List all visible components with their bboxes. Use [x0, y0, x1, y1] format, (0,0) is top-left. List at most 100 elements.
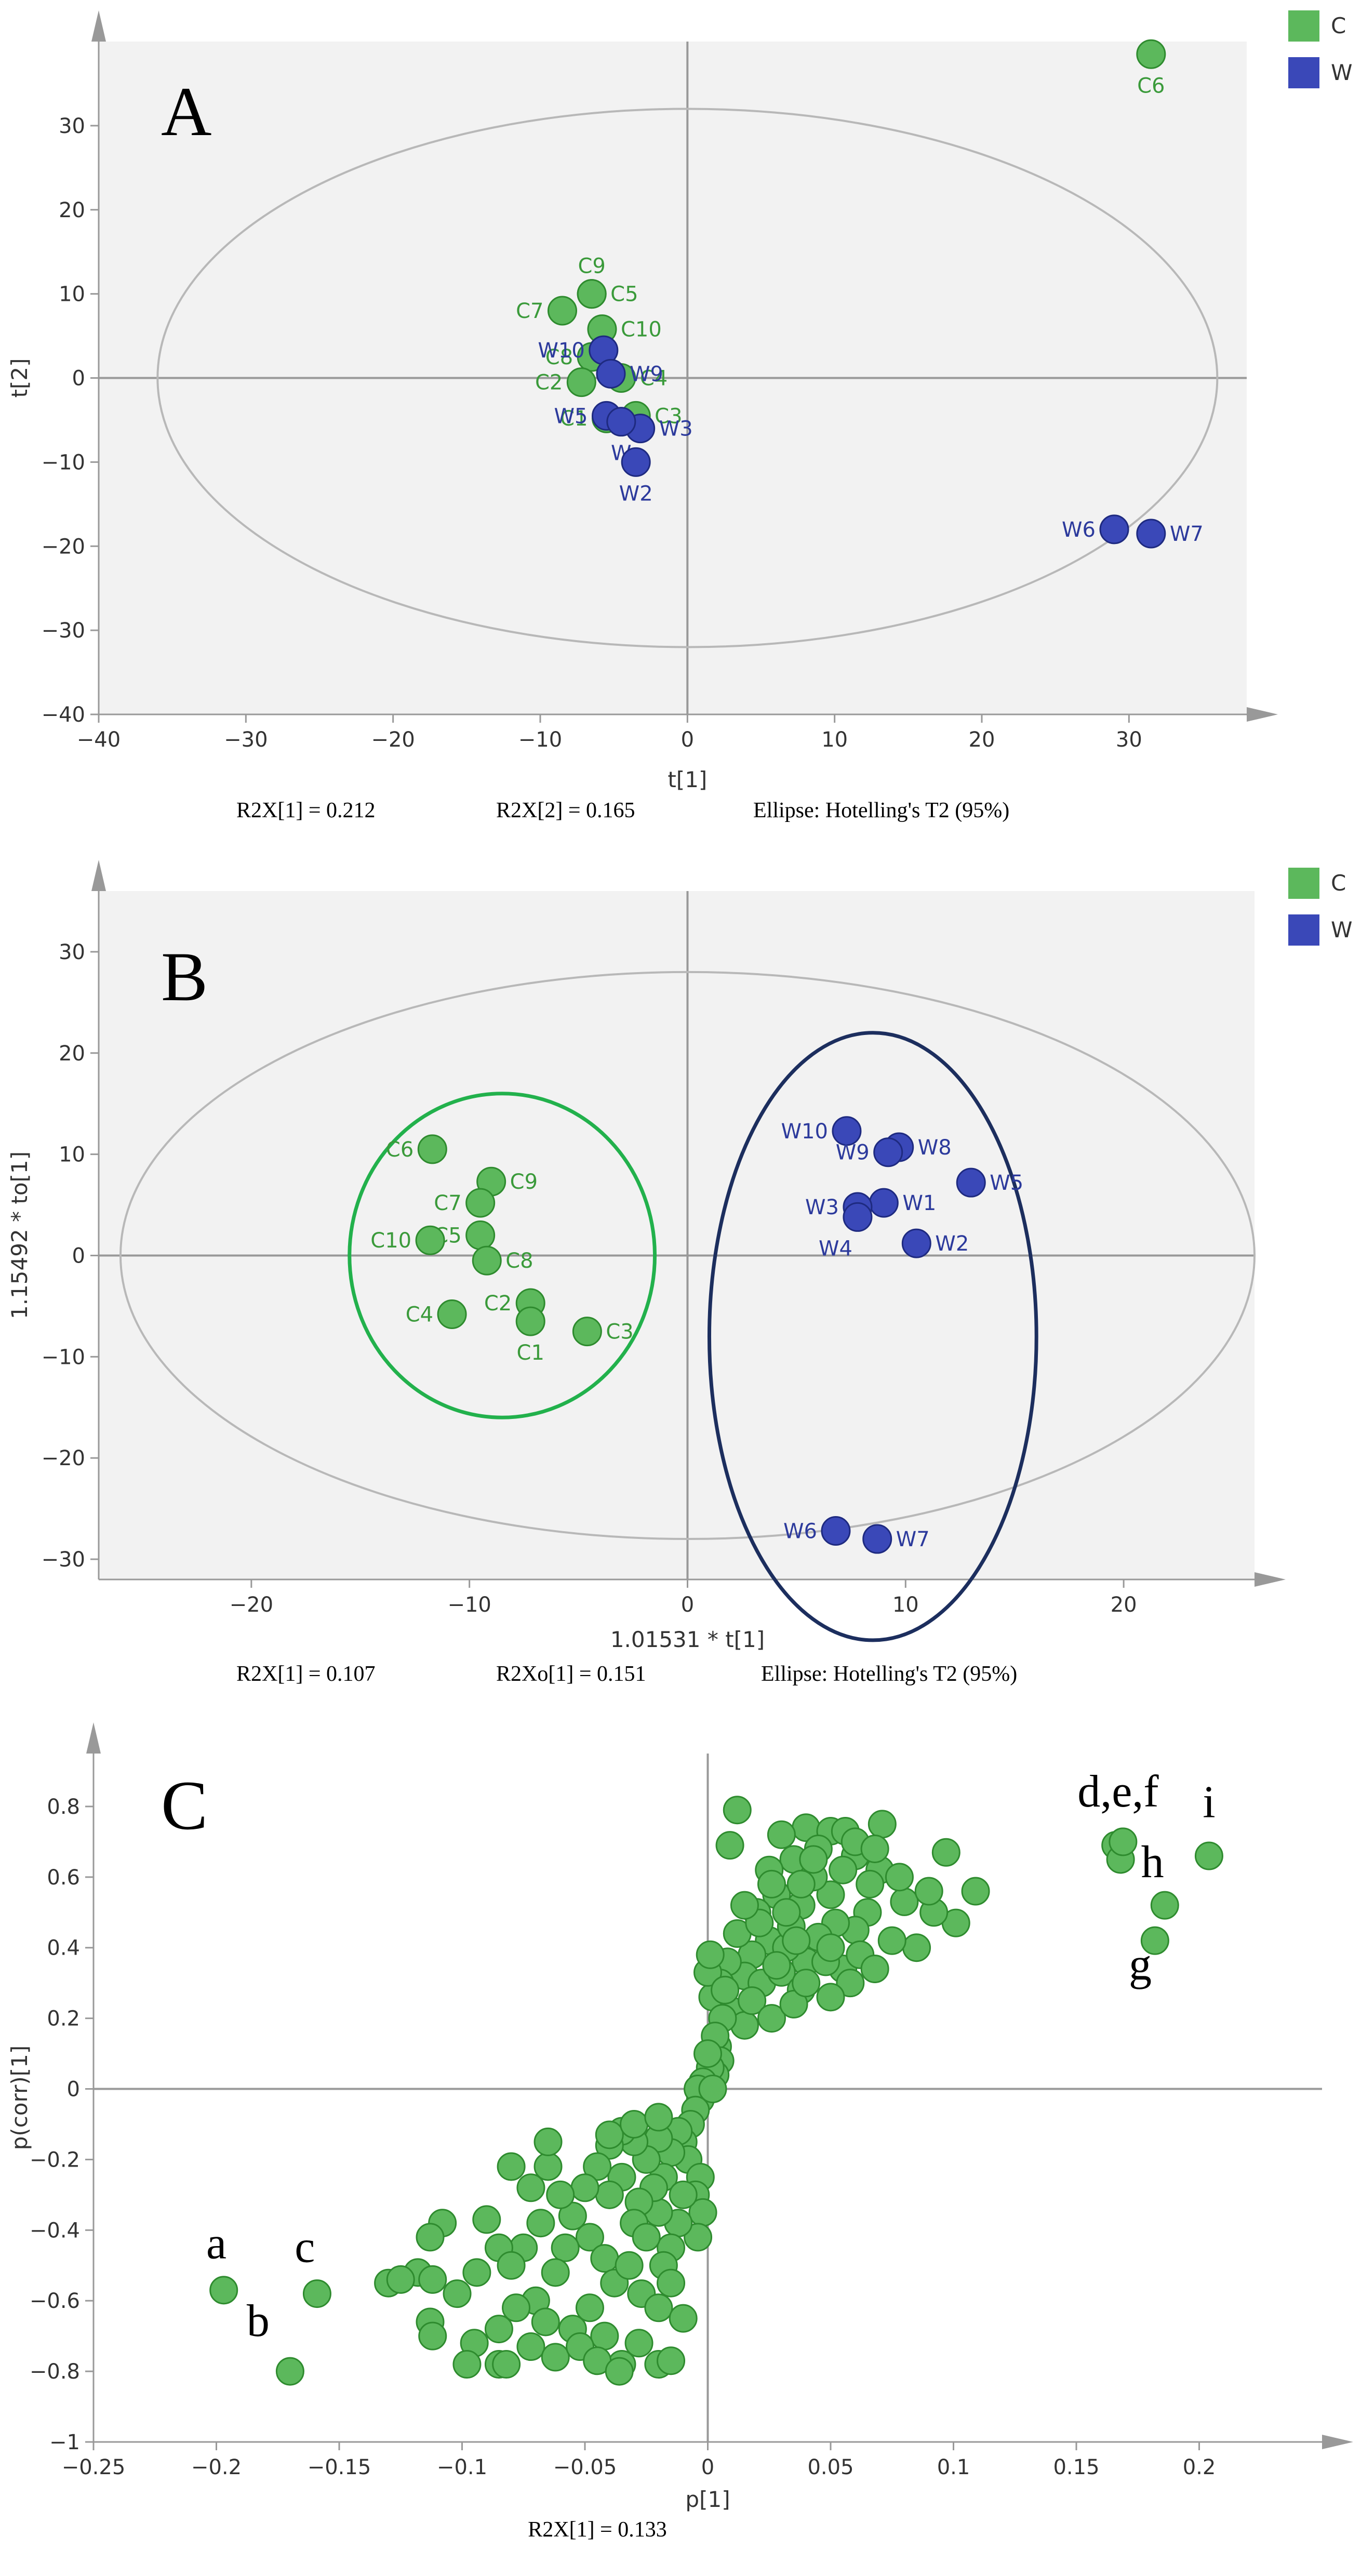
y-tick-label: 30 — [59, 940, 85, 964]
y-tick-label: −1 — [49, 2431, 80, 2454]
x-tick-label: −0.15 — [308, 2455, 371, 2479]
x-tick-label: −30 — [224, 728, 268, 752]
variable-point — [698, 2075, 727, 2104]
variable-point — [772, 1898, 801, 1927]
variable-point — [620, 2109, 649, 2139]
variable-point — [767, 1820, 796, 1849]
variable-point — [890, 1887, 919, 1916]
y-tick-label: 0.6 — [47, 1866, 80, 1890]
x-tick-label: −0.25 — [62, 2455, 126, 2479]
x-axis-title: 1.01531 * t[1] — [610, 1627, 765, 1652]
footer-stat: Ellipse: Hotelling's T2 (95%) — [761, 1662, 1017, 1686]
footer-stat: R2X[1] = 0.212 — [236, 799, 376, 822]
sample-point-c3 — [572, 1317, 602, 1347]
variable-point — [799, 1845, 828, 1874]
legend-label-c: C — [1331, 13, 1346, 38]
hotelling-ellipse — [156, 108, 1219, 648]
y-tick-label: 0.4 — [47, 1936, 80, 1960]
annotation-label: g — [1129, 1940, 1152, 1990]
x-tick-label: 0 — [701, 2455, 714, 2479]
sample-point-c6 — [417, 1134, 447, 1164]
annotation-label: b — [247, 2296, 270, 2346]
x-tick-label: 20 — [1111, 1593, 1137, 1617]
x-tick-label: −20 — [371, 728, 415, 752]
y-tick-label: 0 — [67, 2078, 80, 2102]
variable-point — [816, 1983, 845, 2012]
point-label-c4: C4 — [406, 1303, 433, 1326]
point-label-w5: W5 — [990, 1171, 1023, 1195]
variable-point — [497, 2152, 526, 2181]
sample-point-w6 — [1099, 514, 1129, 545]
x-tick-label: 0 — [681, 1593, 694, 1617]
variable-point — [570, 2173, 599, 2202]
variable-point — [531, 2307, 560, 2336]
point-label-c2: C2 — [484, 1292, 512, 1316]
y-axis-arrow — [91, 860, 106, 891]
sample-point-c5 — [577, 279, 607, 309]
point-label-w10: W10 — [781, 1120, 828, 1144]
variable-point — [885, 1863, 914, 1892]
x-tick-label: 10 — [821, 728, 848, 752]
variable-point — [860, 1834, 889, 1863]
point-label-w2: W2 — [935, 1232, 969, 1256]
point-label-w9: W9 — [630, 362, 663, 386]
sample-point-c4 — [437, 1299, 467, 1329]
point-label-w7: W7 — [896, 1528, 930, 1551]
y-tick-label: 0.8 — [47, 1795, 80, 1819]
sample-point-w7 — [862, 1524, 892, 1554]
variable-point — [669, 2304, 698, 2333]
variable-point — [757, 1869, 786, 1898]
point-label-c3: C3 — [655, 404, 682, 428]
variable-point — [546, 2180, 575, 2209]
variable-point — [816, 1880, 845, 1909]
variable-point — [615, 2251, 644, 2280]
point-label-c4: C4 — [640, 367, 668, 391]
x-tick-label: −0.1 — [437, 2455, 487, 2479]
footer-stat: R2X[1] = 0.107 — [236, 1662, 376, 1686]
variable-point — [526, 2209, 555, 2238]
variable-point — [657, 2346, 686, 2375]
point-label-w5: W5 — [554, 404, 588, 428]
point-label-c6: C6 — [1137, 74, 1165, 98]
panel-letter: A — [161, 73, 212, 151]
point-label-c3: C3 — [606, 1320, 633, 1344]
point-label-w6: W6 — [1062, 518, 1096, 542]
panel-letter: C — [161, 1767, 208, 1844]
x-tick-label: −40 — [77, 728, 121, 752]
variable-point — [605, 2357, 634, 2386]
sample-point-c7 — [465, 1188, 496, 1218]
x-tick-label: −0.05 — [553, 2455, 617, 2479]
variable-point — [484, 2315, 513, 2344]
point-label-c10: C10 — [370, 1229, 411, 1253]
variable-point — [738, 1986, 767, 2015]
annotation-label: a — [206, 2219, 226, 2269]
point-label-w3: W3 — [659, 417, 693, 441]
panel-letter: B — [161, 938, 208, 1016]
point-label-c5: C5 — [610, 283, 638, 307]
point-label-c10: C10 — [621, 318, 662, 342]
y-tick-label: 10 — [59, 1143, 85, 1167]
variable-point — [1150, 1891, 1179, 1920]
variable-point — [657, 2268, 686, 2298]
variable-point — [723, 1796, 752, 1825]
x-axis-title: t[1] — [668, 767, 707, 792]
annotation-label: c — [295, 2222, 315, 2272]
hotelling-ellipse — [119, 971, 1256, 1541]
y-tick-label: 0.2 — [47, 2007, 80, 2031]
variable-point — [418, 2321, 447, 2351]
y-tick-label: −0.6 — [30, 2289, 80, 2313]
point-label-c8: C8 — [505, 1249, 533, 1273]
sample-point-c8 — [472, 1245, 502, 1276]
variable-point — [684, 2223, 713, 2252]
variable-point — [443, 2279, 472, 2308]
variable-point — [497, 2251, 526, 2280]
point-label-w9: W9 — [836, 1141, 870, 1165]
variable-point — [902, 1933, 931, 1962]
x-tick-label: −0.2 — [191, 2455, 242, 2479]
point-label-w3: W3 — [805, 1196, 839, 1219]
variable-point — [575, 2223, 604, 2252]
point-label-w2: W2 — [619, 482, 653, 506]
variable-point — [914, 1877, 943, 1906]
y-tick-label: 0 — [72, 367, 85, 391]
legend-swatch-w — [1288, 57, 1319, 88]
